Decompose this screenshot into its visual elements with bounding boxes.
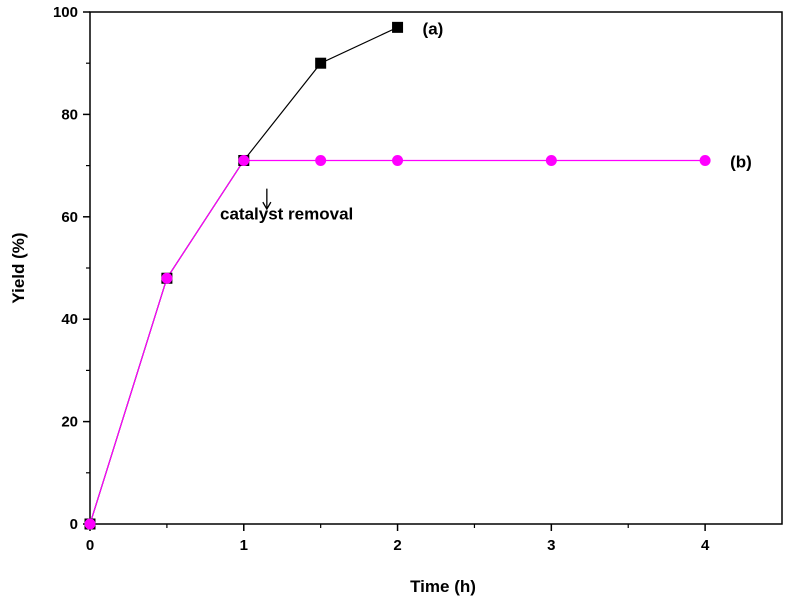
x-tick-label: 4 — [701, 537, 710, 554]
annotations-layer: catalyst removal — [220, 188, 353, 223]
annotation-arrowhead — [262, 201, 272, 211]
series-label: (a) — [423, 19, 444, 38]
series-a-point — [315, 57, 327, 69]
annotation-text: catalyst removal — [220, 204, 353, 223]
x-tick-label: 3 — [547, 537, 555, 554]
series-b-point — [545, 154, 557, 166]
x-axis-title: Time (h) — [410, 577, 476, 596]
x-tick-label: 0 — [86, 537, 94, 554]
series-b-point — [161, 272, 173, 284]
series-line — [89, 26, 398, 525]
x-tick-label: 1 — [240, 537, 248, 554]
series-layer — [84, 21, 711, 530]
series-b-point — [392, 154, 404, 166]
series-b-point — [315, 154, 327, 166]
y-tick-label: 80 — [61, 106, 78, 123]
series-label: (b) — [730, 152, 752, 171]
y-tick-label: 0 — [70, 516, 78, 533]
y-tick-label: 20 — [61, 414, 78, 431]
x-tick-label: 2 — [393, 537, 401, 554]
y-axis-title: Yield (%) — [9, 232, 28, 303]
plot-frame — [89, 11, 783, 525]
series-a-point — [392, 21, 404, 33]
series-b-point — [84, 518, 96, 530]
y-tick-label: 100 — [53, 4, 78, 21]
series-line — [89, 159, 706, 525]
y-tick-label: 60 — [61, 209, 78, 226]
series-labels: (a) (b) — [423, 19, 752, 171]
series-b-point — [238, 154, 250, 166]
y-tick-label: 40 — [61, 311, 78, 328]
series-b-point — [699, 154, 711, 166]
